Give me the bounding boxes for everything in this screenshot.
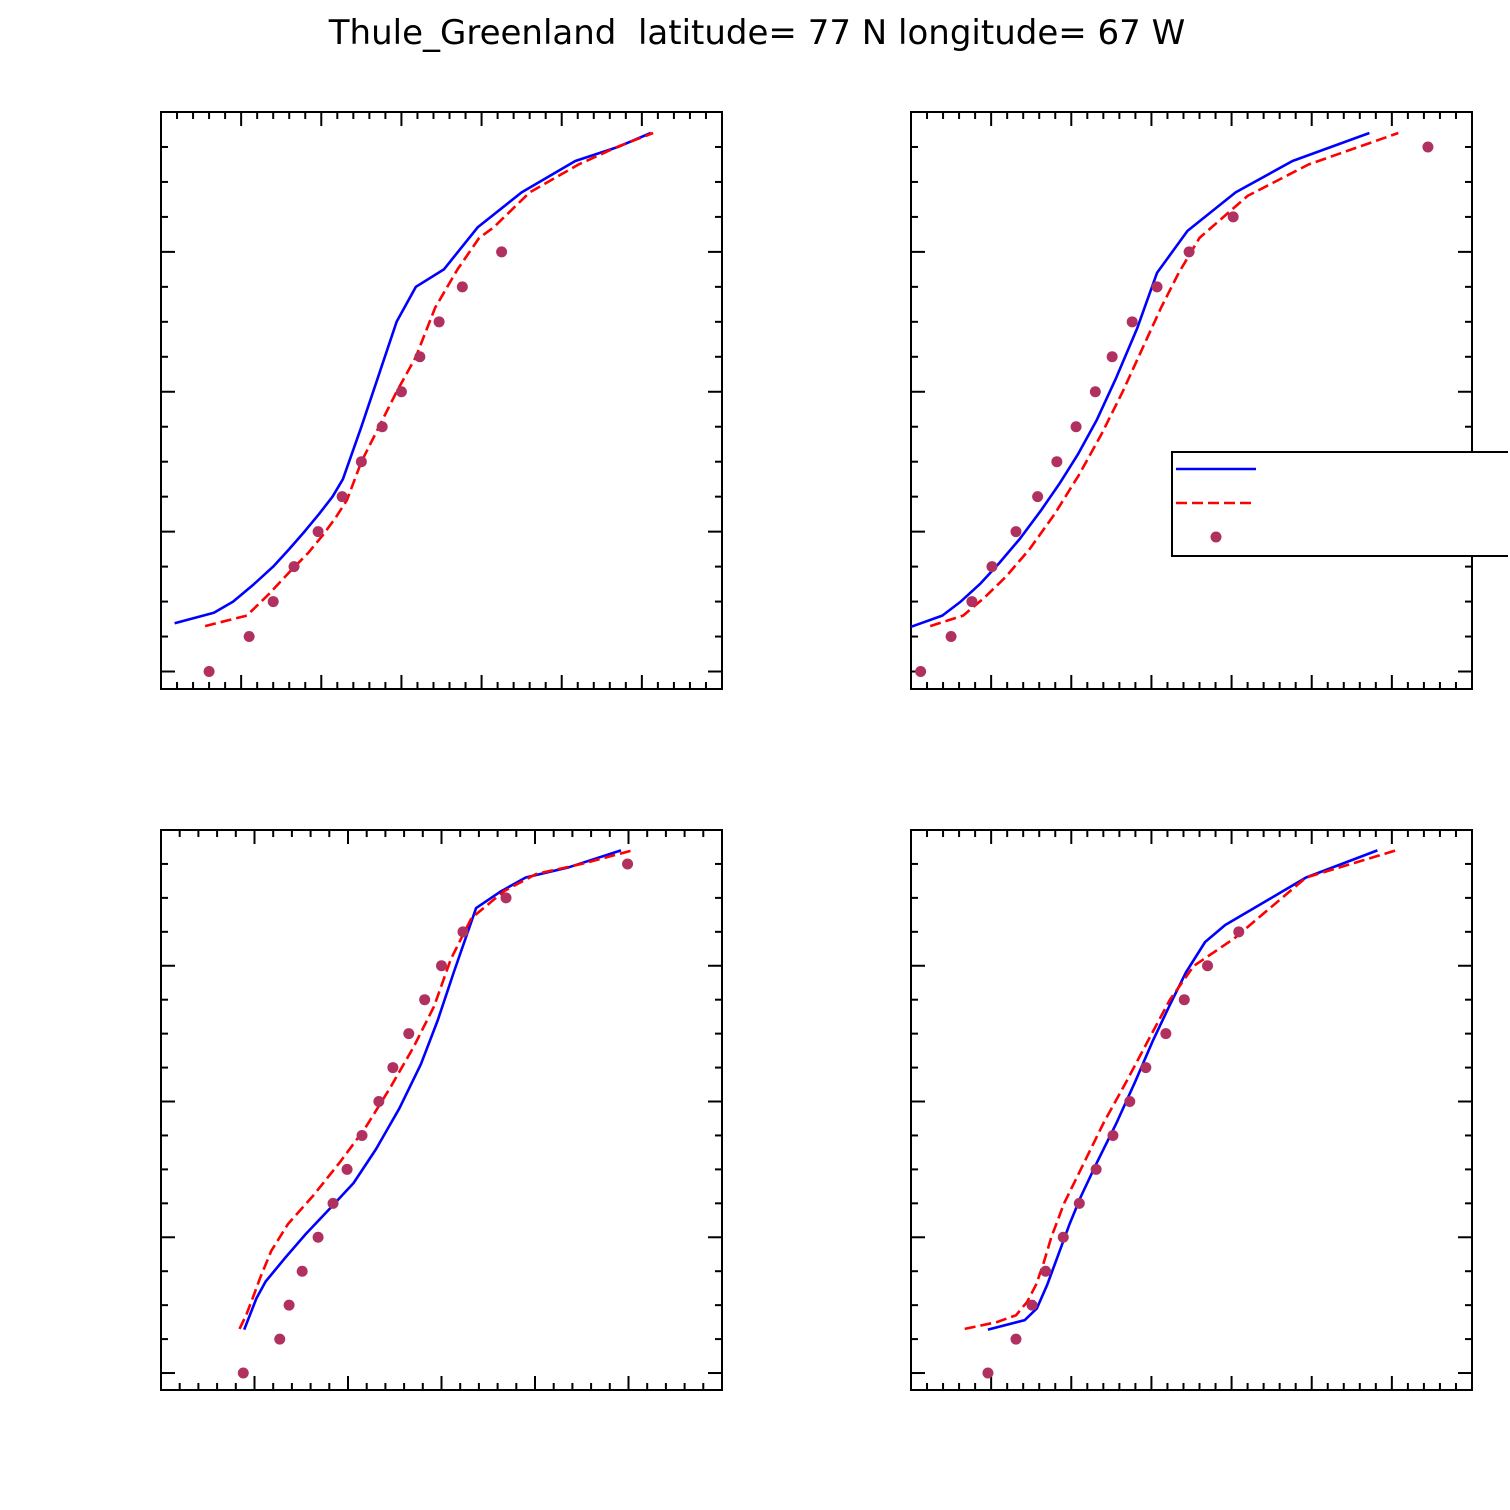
raobs-point (1010, 526, 1022, 538)
raobs-point (274, 1333, 286, 1345)
raobs-point (1202, 960, 1214, 972)
raobs-point (1090, 1163, 1102, 1175)
model-series-dashed-line (204, 131, 654, 628)
raobs-point (966, 596, 978, 608)
raobs-point (982, 1367, 994, 1379)
raobs-point (1089, 386, 1101, 398)
panel-apr (910, 111, 1473, 690)
figure-title: Thule_Greenland latitude= 77 N longitude… (328, 13, 1185, 53)
raobs-point (1057, 1231, 1069, 1243)
raobs-point (1140, 1062, 1152, 1074)
raobs-point (414, 351, 426, 363)
raobs-point (387, 1062, 399, 1074)
raobs-point (1422, 141, 1434, 153)
model-series-dashed-line (964, 849, 1397, 1331)
raobs-point (1026, 1299, 1038, 1311)
plot-frame (910, 111, 1473, 690)
legend-body (1171, 451, 1508, 557)
raobs-point (395, 386, 407, 398)
raobs-point (243, 631, 255, 643)
plot-frame (160, 829, 723, 1391)
plot-frame (910, 829, 1473, 1391)
raobs-point (500, 892, 512, 904)
model-series-dashed-line (929, 131, 1399, 628)
raobs-point (1040, 1265, 1052, 1277)
legend (1171, 451, 1508, 557)
raobs-point (622, 858, 634, 870)
raobs-point (336, 491, 348, 503)
raobs-point (915, 666, 927, 678)
raobs-point (356, 1129, 368, 1141)
raobs-point (433, 316, 445, 328)
raobs-point (1032, 491, 1044, 503)
raobs-point (355, 456, 367, 468)
raobs-point (1010, 1333, 1022, 1345)
model-series-solid-line (242, 849, 622, 1331)
raobs-point (1070, 421, 1082, 433)
raobs-point (1227, 211, 1239, 223)
raobs-point (1151, 281, 1163, 293)
raobs-point (403, 1028, 415, 1040)
legend-marker-dot (1210, 531, 1222, 543)
raobs-point (327, 1197, 339, 1209)
raobs-point (373, 1096, 385, 1108)
model-series-solid-line (910, 131, 1370, 629)
raobs-point (296, 1265, 308, 1277)
raobs-point (1073, 1197, 1085, 1209)
raobs-point (1178, 994, 1190, 1006)
panel-oct (910, 829, 1473, 1391)
raobs-point (1233, 926, 1245, 938)
raobs-point (283, 1299, 295, 1311)
raobs-point (419, 994, 431, 1006)
model-series-solid-line (174, 131, 652, 625)
raobs-point (1107, 1129, 1119, 1141)
raobs-point (986, 561, 998, 573)
raobs-point (267, 596, 279, 608)
raobs-point (341, 1163, 353, 1175)
raobs-point (1051, 456, 1063, 468)
raobs-point (312, 1231, 324, 1243)
raobs-point (1183, 246, 1195, 258)
raobs-point (1106, 351, 1118, 363)
raobs-point (203, 666, 215, 678)
raobs-point (436, 960, 447, 972)
panel-jan (160, 111, 723, 690)
model-series-dashed-line (238, 849, 633, 1330)
raobs-point (1126, 316, 1138, 328)
raobs-point (1160, 1028, 1172, 1040)
raobs-point (312, 526, 324, 538)
raobs-point (945, 631, 957, 643)
raobs-point (457, 926, 469, 938)
panel-jul (160, 829, 723, 1391)
raobs-point (496, 246, 508, 258)
raobs-point (237, 1367, 249, 1379)
plot-frame (160, 111, 723, 690)
raobs-point (288, 561, 300, 573)
raobs-point (1124, 1096, 1136, 1108)
legend-box (1171, 451, 1508, 557)
raobs-point (376, 421, 388, 433)
raobs-point (456, 281, 468, 293)
